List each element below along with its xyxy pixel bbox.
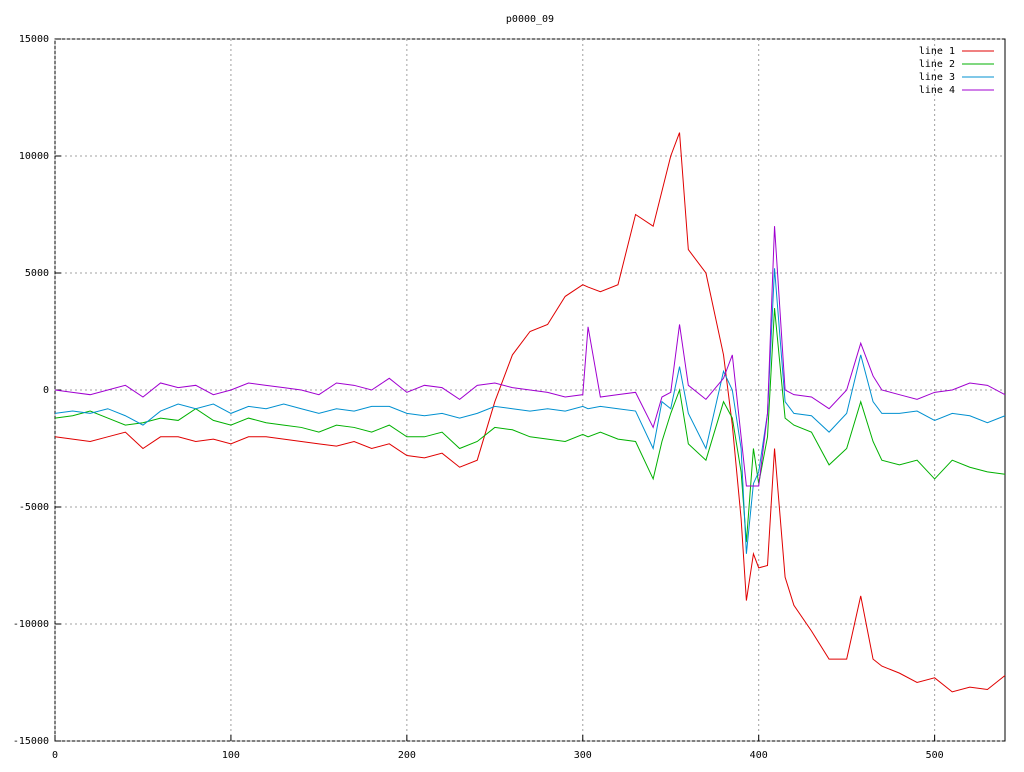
x-tick-label: 100 xyxy=(222,750,240,761)
x-tick-label: 400 xyxy=(750,750,768,761)
x-tick-label: 300 xyxy=(574,750,592,761)
x-tick-label: 0 xyxy=(52,750,58,761)
y-tick-label: -5000 xyxy=(19,502,49,513)
chart-title: p0000_09 xyxy=(506,14,554,25)
data-line xyxy=(54,226,1006,487)
data-line xyxy=(54,308,1006,543)
x-tick-label: 200 xyxy=(398,750,416,761)
y-tick-label: -10000 xyxy=(13,619,49,630)
legend-label: line 3 xyxy=(919,72,955,83)
y-tick-label: 5000 xyxy=(25,268,49,279)
y-tick-label: 15000 xyxy=(19,34,49,45)
y-tick-label: 10000 xyxy=(19,151,49,162)
y-tick-label: -15000 xyxy=(13,736,49,747)
data-line xyxy=(54,132,1006,693)
legend-label: line 2 xyxy=(919,59,955,70)
y-tick-label: 0 xyxy=(43,385,49,396)
legend-label: line 1 xyxy=(919,46,955,57)
x-tick-label: 500 xyxy=(926,750,944,761)
legend-label: line 4 xyxy=(919,85,955,96)
data-line xyxy=(54,268,1006,554)
